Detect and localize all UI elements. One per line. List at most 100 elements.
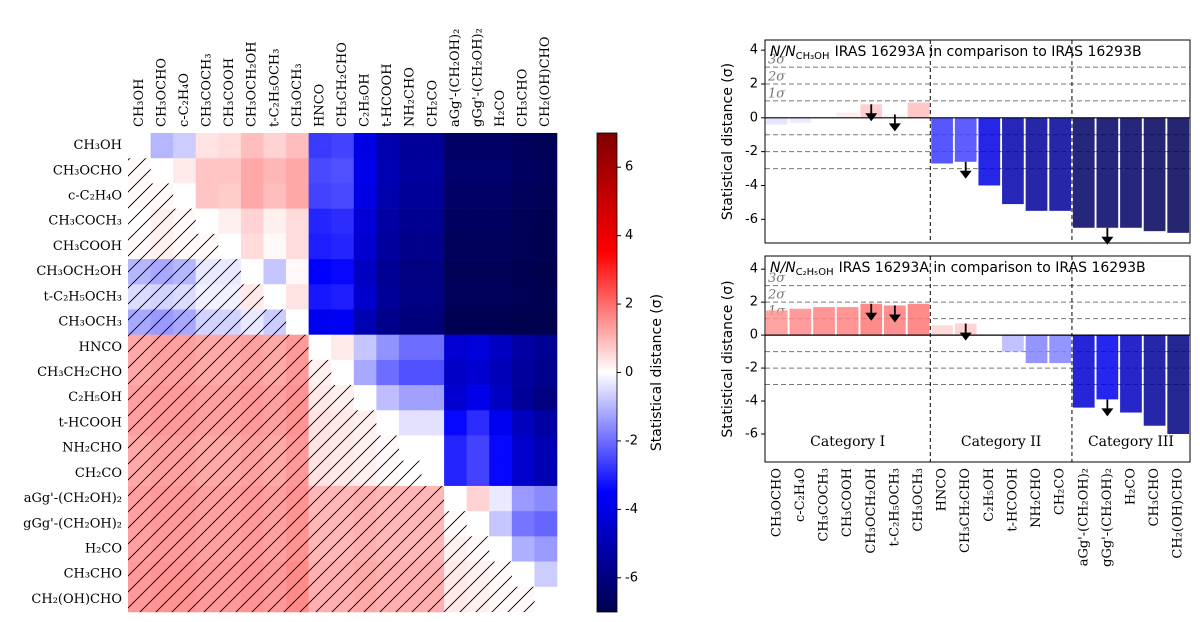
heatmap-cell: [534, 435, 558, 462]
hatch: [218, 385, 241, 411]
hatch: [489, 561, 512, 587]
title-subscript: C₂H₅OH: [796, 267, 834, 278]
arrow-head: [1101, 408, 1114, 417]
hatch: [128, 334, 151, 360]
hatch: [218, 259, 241, 285]
bar: [1120, 117, 1142, 228]
heatmap-cell: [398, 183, 422, 209]
hatch: [353, 536, 377, 562]
heatmap-cell: [195, 133, 219, 159]
heatmap-cell: [376, 309, 400, 335]
hatch: [376, 536, 399, 562]
hatch: [376, 435, 399, 461]
heatmap-cell: [489, 208, 513, 235]
column-label: HNCO: [312, 84, 327, 127]
heatmap-cell: [421, 284, 445, 310]
hatch: [444, 511, 467, 537]
hatch: [195, 284, 219, 310]
heatmap-cell: [421, 183, 445, 209]
upper-limit-arrow: [1101, 399, 1114, 417]
heatmap-cell: [353, 259, 377, 285]
bar: [1049, 117, 1071, 211]
row-label: aGg'-(CH₂OH)₂: [24, 491, 122, 506]
heatmap-cell: [195, 158, 219, 184]
heatmap-cell: [173, 183, 197, 209]
heatmap-cell: [489, 309, 513, 335]
heatmap-cell: [353, 183, 377, 209]
hatch: [353, 435, 377, 461]
bar: [907, 102, 930, 118]
heatmap-cell: [489, 334, 513, 361]
heatmap-cell: [353, 133, 377, 159]
hatch: [398, 536, 422, 562]
hatch: [150, 536, 174, 562]
hatch: [353, 460, 377, 486]
column-label: CH₃OCH₂OH: [245, 41, 260, 127]
hatch: [240, 309, 264, 335]
hatch: [489, 586, 512, 612]
heatmap-cell: [376, 359, 400, 386]
y-tick-label: -6: [745, 426, 758, 441]
heatmap-cell: [534, 183, 558, 209]
heatmap-cell: [398, 359, 422, 386]
hatch: [218, 460, 241, 486]
heatmap-cell: [489, 133, 513, 159]
heatmap-cell: [263, 259, 287, 285]
heatmap-cell: [353, 233, 377, 260]
hatch: [195, 259, 219, 285]
heatmap-cell: [376, 385, 400, 411]
bar: [1025, 117, 1048, 211]
hatch: [240, 536, 264, 562]
heatmap-cell: [489, 183, 513, 209]
heatmap-cell: [444, 485, 467, 512]
hatch: [128, 460, 151, 486]
heatmap-cell: [489, 359, 513, 386]
hatch: [331, 385, 354, 411]
heatmap-cell: [218, 183, 242, 209]
hatch: [466, 536, 490, 562]
heatmap-cell: [511, 410, 535, 436]
heatmap-cell: [534, 158, 558, 184]
heatmap-cell: [218, 133, 242, 159]
bar: [765, 117, 788, 125]
bar: [931, 117, 953, 164]
heatmap-cell: [444, 410, 467, 436]
heatmap-cell: [421, 359, 445, 386]
column-label: aGg'-(CH₂OH)₂: [448, 29, 463, 127]
hatch: [195, 460, 219, 486]
hatch: [173, 385, 196, 411]
column-label: t-HCOOH: [380, 63, 395, 127]
hatch: [240, 359, 264, 386]
y-tick-label: 2: [750, 295, 758, 310]
heatmap-cell: [286, 284, 309, 310]
heatmap-cell: [466, 435, 490, 462]
x-tick-label: CH₃COCH₃: [817, 468, 832, 542]
bar: [765, 310, 788, 336]
hatch: [150, 309, 174, 335]
hatch: [286, 410, 309, 436]
heatmap-cell: [218, 208, 242, 235]
column-label: C₂H₅OH: [358, 73, 373, 127]
heatmap-cell: [308, 309, 332, 335]
row-label: CH₃CHO: [64, 567, 122, 582]
hatch: [195, 435, 219, 461]
bar: [1049, 335, 1071, 364]
upper-limit-arrow: [888, 114, 901, 132]
hatch: [240, 586, 264, 612]
bar: [836, 307, 859, 336]
hatch: [150, 385, 174, 411]
heatmap-cell: [421, 435, 445, 462]
heatmap-cell: [511, 309, 535, 335]
row-label: H₂CO: [85, 541, 122, 556]
y-tick-label: 0: [750, 110, 758, 125]
hatch: [173, 561, 196, 587]
hatch: [218, 334, 241, 360]
heatmap-cell: [511, 259, 535, 285]
row-label: CH₂(OH)CHO: [31, 592, 122, 607]
hatch: [286, 511, 309, 537]
hatch: [308, 586, 332, 612]
hatch: [150, 284, 174, 310]
bar: [813, 307, 835, 336]
heatmap-cell: [444, 309, 467, 335]
